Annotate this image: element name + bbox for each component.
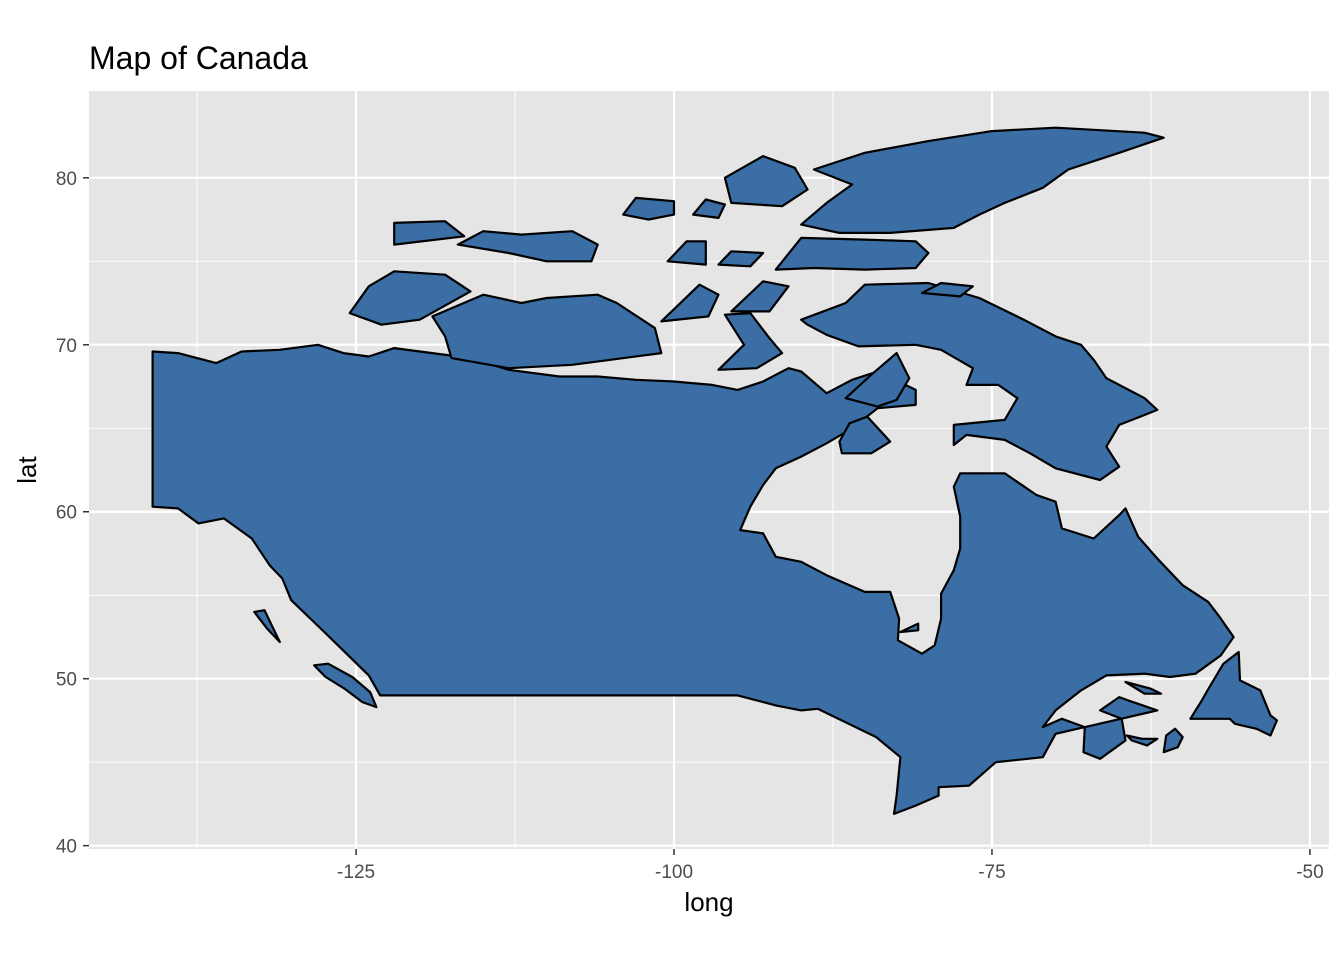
x-tick-label: -125 [337,862,375,883]
x-axis-title: long [684,887,733,917]
x-tick-label: -50 [1296,862,1323,883]
y-axis-title: lat [12,455,42,483]
y-tick-label: 40 [56,837,77,858]
x-tick-label: -75 [978,862,1005,883]
region-boothia-peninsula [717,312,784,371]
regions-layer [151,126,1279,816]
region-prince-patrick-island [393,220,466,246]
region-banks-island [348,270,472,326]
region-anticosti-island [1124,680,1163,695]
region-akimiski-island [899,622,920,634]
region-vancouver-island [313,662,378,709]
region-melville-island [456,230,599,263]
region-ellef-ringnes-island [622,196,676,221]
region-haida-gwaii [253,609,281,644]
region-axel-heiberg-island [723,155,809,208]
region-baffin-island [800,281,1159,482]
region-bathurst-island [666,240,707,266]
region-somerset-island [730,280,790,313]
y-axis: 40 50 60 70 80 [56,169,89,858]
region-canada-mainland [151,343,1235,816]
region-newfoundland [1189,650,1279,737]
region-melville-peninsula [844,352,911,408]
region-bylot-island [920,281,975,298]
x-tick-label: -100 [655,862,693,883]
x-axis: -125 -100 -75 -50 [337,849,1324,883]
y-tick-label: 70 [56,336,77,357]
region-cape-breton-island [1162,727,1184,754]
region-ellesmere-island [800,126,1165,234]
region-victoria-island [431,293,663,370]
region-amund-ringnes-island [691,198,727,219]
region-cornwallis-island [717,250,765,268]
region-devon-island [774,236,930,271]
y-tick-label: 60 [56,503,77,524]
region-southampton-island [838,415,892,455]
y-tick-label: 80 [56,169,77,190]
y-tick-label: 50 [56,670,77,691]
map-title: Map of Canada [89,40,308,76]
region-prince-of-wales-island [660,283,720,323]
region-prince-edward-island [1125,734,1159,747]
